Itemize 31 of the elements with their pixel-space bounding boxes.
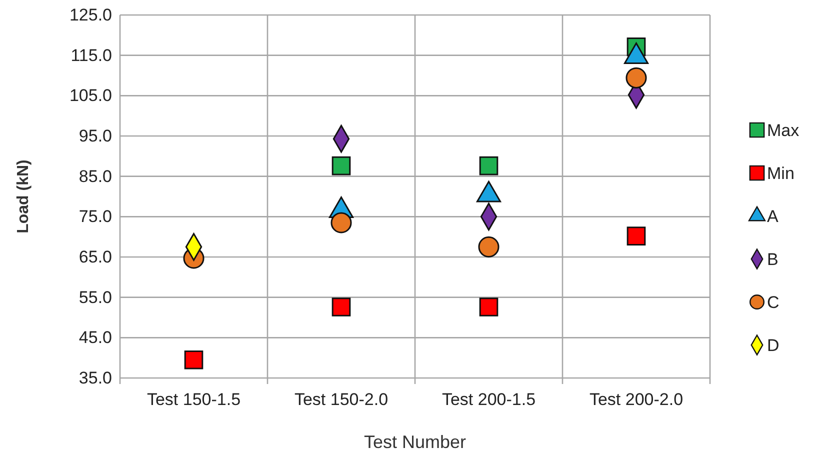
point bbox=[626, 67, 647, 88]
y-tick-label: 35.0 bbox=[78, 368, 112, 388]
legend-label: D bbox=[767, 336, 780, 355]
y-tick-label: 115.0 bbox=[70, 46, 112, 65]
x-tick-label: Test 150-1.5 bbox=[146, 390, 241, 410]
point bbox=[479, 298, 498, 316]
legend-label: C bbox=[767, 293, 780, 312]
y-axis-title: Load (kN) bbox=[15, 160, 32, 234]
legend-label: Min bbox=[767, 164, 794, 183]
y-tick-label: 45.0 bbox=[78, 328, 112, 348]
y-tick-label: 125.0 bbox=[69, 5, 112, 24]
y-tick-label: 75.0 bbox=[78, 207, 112, 226]
y-tick-label: 95.0 bbox=[78, 126, 112, 146]
x-tick-label: Test 200-1.5 bbox=[442, 390, 536, 410]
point bbox=[184, 350, 204, 370]
legend-label: B bbox=[767, 250, 778, 269]
legend-label: Max bbox=[767, 121, 800, 140]
y-tick-label: 65.0 bbox=[78, 247, 112, 266]
point bbox=[332, 156, 351, 176]
point bbox=[479, 156, 498, 176]
point bbox=[330, 212, 352, 234]
point bbox=[626, 226, 646, 246]
y-tick-label: 105.0 bbox=[69, 86, 112, 106]
point bbox=[332, 298, 351, 316]
legend-label: A bbox=[767, 207, 779, 226]
x-axis-title: Test Number bbox=[364, 432, 466, 452]
y-tick-label: 55.0 bbox=[78, 288, 112, 307]
x-tick-label: Test 200-2.0 bbox=[589, 390, 684, 410]
x-tick-label: Test 150-2.0 bbox=[294, 390, 388, 410]
point bbox=[478, 236, 500, 258]
y-tick-label: 85.0 bbox=[78, 166, 112, 186]
